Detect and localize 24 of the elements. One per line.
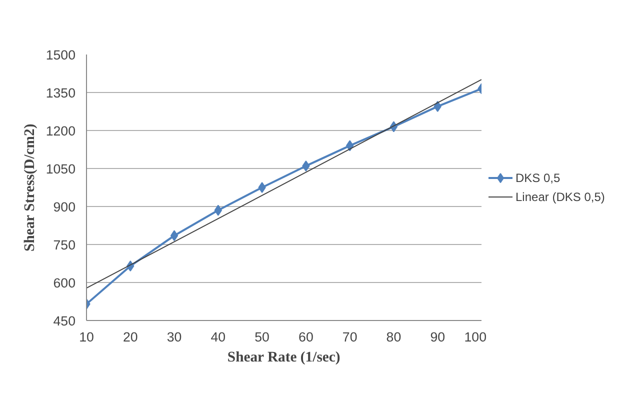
y-tick-label: 900	[53, 200, 76, 214]
x-tick-label: 40	[210, 330, 226, 344]
x-tick-label: 90	[430, 330, 446, 344]
y-tick-label: 450	[53, 314, 76, 328]
x-tick-label: 60	[298, 330, 314, 344]
point	[258, 182, 266, 193]
y-tick-label: 1200	[46, 124, 76, 138]
x-tick-label: 10	[79, 330, 94, 344]
x-axis-title: Shear Rate (1/sec)	[227, 350, 340, 366]
point	[170, 230, 178, 242]
y-tick-label: 600	[53, 276, 76, 290]
legend-label: Linear (DKS 0,5)	[516, 190, 605, 204]
x-tick-label: 80	[386, 330, 402, 344]
x-tick-label: 50	[254, 330, 270, 344]
legend-label: DKS 0,5	[516, 171, 561, 186]
x-tick-label: 70	[342, 330, 358, 344]
x-tick-label: 20	[122, 330, 138, 344]
y-tick-label: 1050	[46, 162, 76, 176]
x-tick-label: 30	[166, 330, 182, 344]
y-tick-label: 750	[53, 238, 76, 252]
y-tick-label: 1350	[46, 86, 76, 100]
x-tick-label: 100	[464, 330, 487, 344]
y-tick-label: 1500	[46, 48, 76, 62]
y-axis-title: Shear Stress(D/cm2)	[22, 124, 38, 252]
